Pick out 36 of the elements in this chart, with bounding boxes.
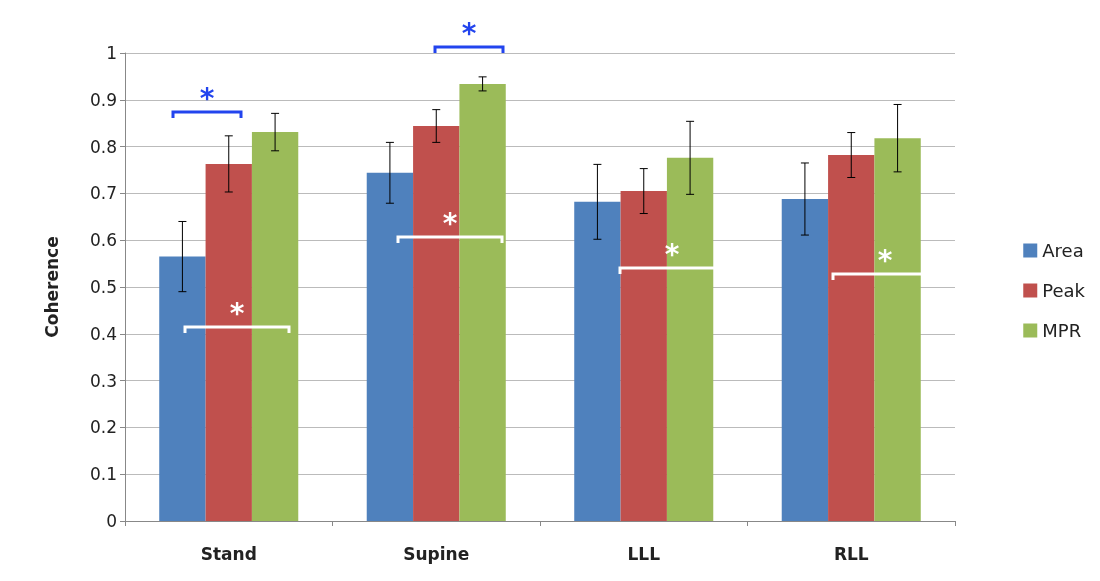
- legend-label: MPR: [1042, 320, 1082, 341]
- bar: [459, 83, 506, 521]
- annotation: *: [442, 207, 458, 240]
- text: *: [461, 17, 477, 50]
- annotation: *: [199, 82, 215, 115]
- bar: [666, 157, 714, 521]
- x-tick-label: LLL: [627, 543, 661, 564]
- x-tick-label: RLL: [833, 543, 869, 564]
- y-tick-label: 0.1: [89, 464, 117, 485]
- annotation: *: [229, 297, 245, 330]
- bar: [620, 191, 667, 521]
- bar: [366, 172, 414, 521]
- y-tick-label: 0: [106, 511, 117, 531]
- y-axis-title: Coherence: [41, 236, 62, 338]
- annotation: *: [877, 244, 893, 277]
- bar: [159, 256, 206, 521]
- y-tick-label: 0.5: [89, 277, 117, 297]
- y-tick-label: 0.3: [89, 370, 117, 391]
- y-tick-label: 0.9: [89, 89, 117, 110]
- y-tick-label: 0.4: [89, 323, 117, 344]
- legend-label: Peak: [1042, 280, 1086, 301]
- bar: [251, 132, 299, 521]
- y-tick-label: 0.6: [89, 230, 117, 251]
- legend-label: Area: [1042, 240, 1084, 261]
- y-tick-label: 0.8: [89, 136, 117, 157]
- y-tick-label: 0.2: [89, 417, 117, 438]
- x-tick-label: Supine: [403, 543, 470, 564]
- bar: [205, 163, 252, 521]
- bar: [781, 199, 829, 521]
- y-tick-label: 0.7: [89, 183, 117, 204]
- bar: [874, 138, 921, 521]
- bar: [574, 201, 621, 521]
- y-tick-label: 1: [106, 43, 117, 63]
- bar: [828, 155, 875, 521]
- bar: [413, 126, 460, 521]
- x-tick-label: Stand: [200, 543, 257, 564]
